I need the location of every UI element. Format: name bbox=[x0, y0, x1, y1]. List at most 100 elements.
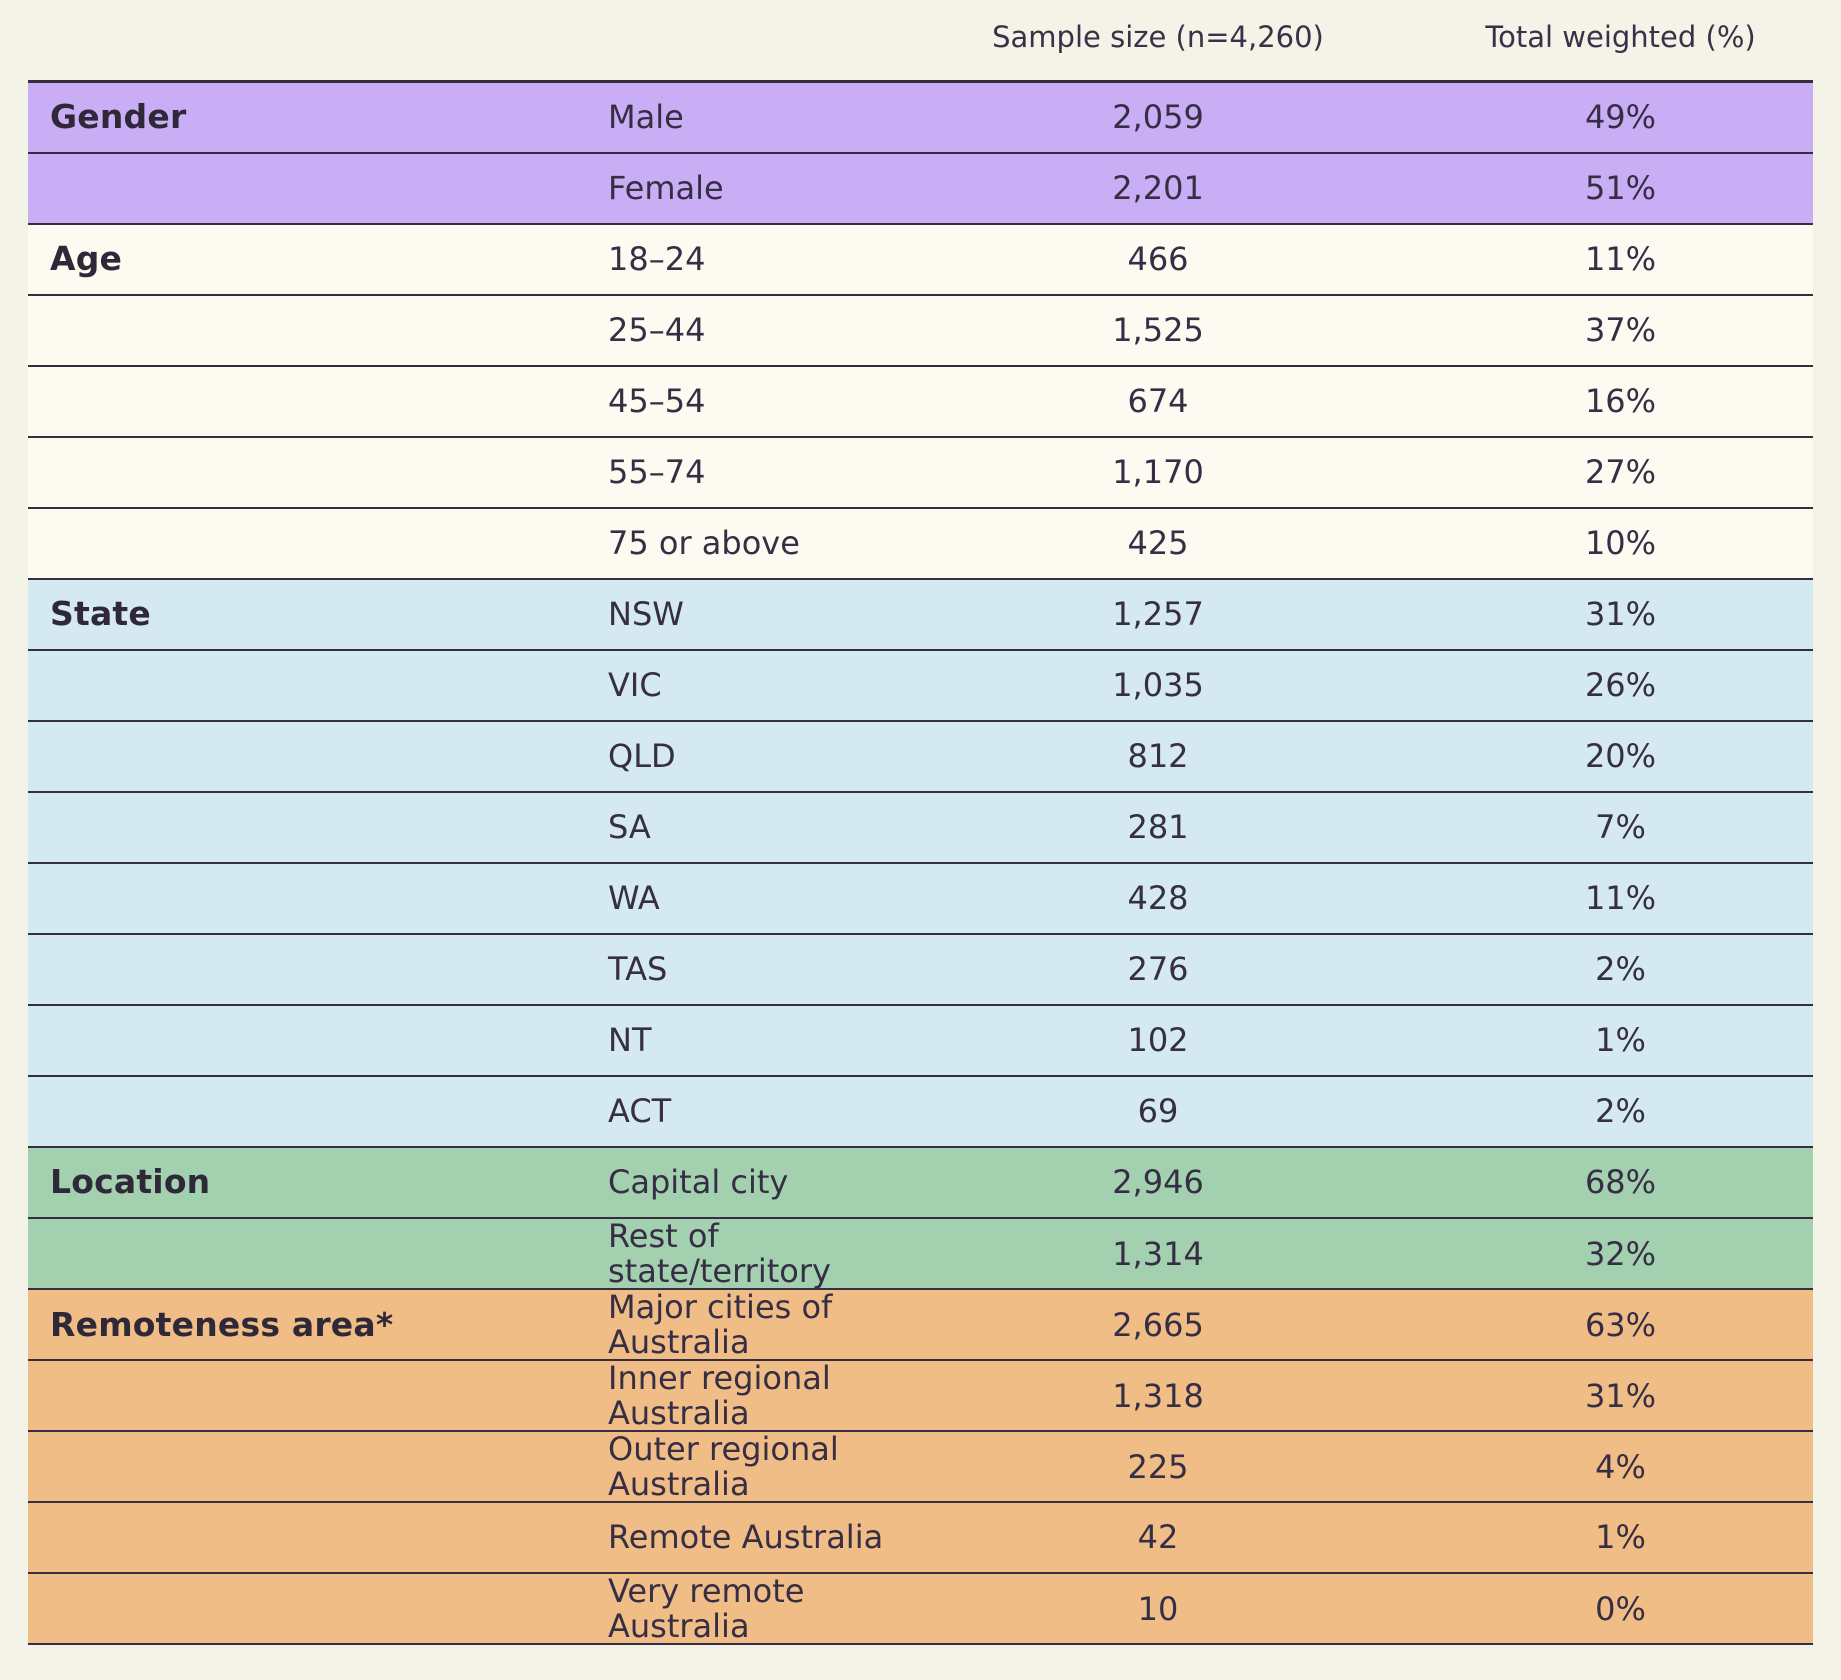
table-row: 75 or above 425 10% bbox=[28, 509, 1813, 580]
weighted-percent-cell: 31% bbox=[1584, 594, 1657, 633]
weighted-percent-cell: 37% bbox=[1584, 310, 1657, 349]
label-cell: WA bbox=[608, 878, 660, 917]
table-row: Outer regional Australia 225 4% bbox=[28, 1430, 1813, 1504]
weighted-percent-cell: 2% bbox=[1595, 949, 1646, 988]
header-total-weighted: Total weighted (%) bbox=[1485, 20, 1756, 54]
table-row: ACT 69 2% bbox=[28, 1077, 1813, 1148]
weighted-percent-cell: 63% bbox=[1584, 1305, 1657, 1344]
label-cell: VIC bbox=[608, 665, 662, 704]
sample-size-cell: 2,665 bbox=[1112, 1305, 1204, 1344]
label-cell: Female bbox=[608, 168, 724, 207]
sample-size-cell: 1,318 bbox=[1112, 1376, 1204, 1415]
sample-size-cell: 1,170 bbox=[1112, 452, 1204, 491]
label-cell: 55–74 bbox=[608, 452, 706, 491]
label-cell: TAS bbox=[608, 949, 668, 988]
weighted-percent-cell: 0% bbox=[1595, 1589, 1646, 1628]
label-cell: 45–54 bbox=[608, 381, 706, 420]
label-cell: NT bbox=[608, 1020, 652, 1059]
sample-size-cell: 2,201 bbox=[1112, 168, 1204, 207]
category-cell: State bbox=[50, 594, 151, 634]
label-cell: SA bbox=[608, 807, 651, 846]
sample-size-cell: 276 bbox=[1127, 949, 1189, 988]
table-row: 45–54 674 16% bbox=[28, 367, 1813, 438]
weighted-percent-cell: 27% bbox=[1584, 452, 1657, 491]
table-row: Location Capital city 2,946 68% bbox=[28, 1148, 1813, 1219]
header-spacer-label bbox=[590, 37, 888, 43]
sample-size-cell: 1,257 bbox=[1112, 594, 1204, 633]
header-spacer-category bbox=[28, 37, 590, 43]
category-cell: Age bbox=[50, 239, 123, 279]
table-row: TAS 276 2% bbox=[28, 935, 1813, 1006]
sample-size-cell: 1,525 bbox=[1112, 310, 1204, 349]
table-row: Remote Australia 42 1% bbox=[28, 1503, 1813, 1574]
table-row: Rest of state/territory 1,314 32% bbox=[28, 1217, 1813, 1291]
weighted-percent-cell: 1% bbox=[1595, 1020, 1646, 1059]
sample-size-cell: 425 bbox=[1127, 523, 1189, 562]
sample-size-cell: 10 bbox=[1137, 1589, 1179, 1628]
table-row: NT 102 1% bbox=[28, 1006, 1813, 1077]
weighted-percent-cell: 11% bbox=[1584, 239, 1657, 278]
table-row: VIC 1,035 26% bbox=[28, 651, 1813, 722]
weighted-percent-cell: 1% bbox=[1595, 1517, 1646, 1556]
weighted-percent-cell: 26% bbox=[1584, 665, 1657, 704]
table-row: State NSW 1,257 31% bbox=[28, 580, 1813, 651]
weighted-percent-cell: 16% bbox=[1584, 381, 1657, 420]
label-cell: Inner regional Australia bbox=[608, 1359, 831, 1433]
demographics-table: Gender Male 2,059 49% Female 2,201 51% Age 18–24… bbox=[28, 80, 1813, 1645]
label-cell: NSW bbox=[608, 594, 684, 633]
table-header-row: Sample size (n=4,260) Total weighted (%) bbox=[28, 0, 1813, 80]
sample-size-cell: 466 bbox=[1127, 239, 1189, 278]
header-sample-size: Sample size (n=4,260) bbox=[992, 20, 1324, 54]
weighted-percent-cell: 31% bbox=[1584, 1376, 1657, 1415]
sample-size-cell: 674 bbox=[1127, 381, 1189, 420]
label-cell: Capital city bbox=[608, 1162, 789, 1201]
weighted-percent-cell: 68% bbox=[1584, 1162, 1657, 1201]
weighted-percent-cell: 20% bbox=[1584, 736, 1657, 775]
weighted-percent-cell: 4% bbox=[1595, 1447, 1646, 1486]
sample-size-cell: 1,035 bbox=[1112, 665, 1204, 704]
label-cell: 75 or above bbox=[608, 523, 800, 562]
sample-size-cell: 2,059 bbox=[1112, 97, 1204, 136]
table-row: Remoteness area* Major cities of Australi… bbox=[28, 1288, 1813, 1362]
table-row: SA 281 7% bbox=[28, 793, 1813, 864]
sample-size-cell: 225 bbox=[1127, 1447, 1189, 1486]
sample-size-cell: 428 bbox=[1127, 878, 1189, 917]
table-row: QLD 812 20% bbox=[28, 722, 1813, 793]
category-cell: Gender bbox=[50, 97, 187, 137]
weighted-percent-cell: 11% bbox=[1584, 878, 1657, 917]
label-cell: ACT bbox=[608, 1091, 672, 1130]
table-row: WA 428 11% bbox=[28, 864, 1813, 935]
label-cell: Rest of state/territory bbox=[608, 1217, 831, 1291]
label-cell: 18–24 bbox=[608, 239, 706, 278]
label-cell: 25–44 bbox=[608, 310, 706, 349]
weighted-percent-cell: 7% bbox=[1595, 807, 1646, 846]
sample-size-cell: 102 bbox=[1127, 1020, 1189, 1059]
label-cell: Outer regional Australia bbox=[608, 1430, 839, 1504]
demographics-table-wrap: Sample size (n=4,260) Total weighted (%)… bbox=[28, 0, 1813, 1645]
label-cell: Very remote Australia bbox=[608, 1572, 805, 1646]
sample-size-cell: 1,314 bbox=[1112, 1234, 1204, 1273]
label-cell: Major cities of Australia bbox=[608, 1288, 833, 1362]
weighted-percent-cell: 2% bbox=[1595, 1091, 1646, 1130]
sample-size-cell: 281 bbox=[1127, 807, 1189, 846]
weighted-percent-cell: 51% bbox=[1584, 168, 1657, 207]
sample-size-cell: 42 bbox=[1137, 1517, 1179, 1556]
weighted-percent-cell: 49% bbox=[1584, 97, 1657, 136]
label-cell: Remote Australia bbox=[608, 1517, 884, 1556]
table-row: Inner regional Australia 1,318 31% bbox=[28, 1359, 1813, 1433]
sample-size-cell: 2,946 bbox=[1112, 1162, 1204, 1201]
label-cell: QLD bbox=[608, 736, 676, 775]
table-row: Age 18–24 466 11% bbox=[28, 225, 1813, 296]
table-row: 55–74 1,170 27% bbox=[28, 438, 1813, 509]
weighted-percent-cell: 32% bbox=[1584, 1234, 1657, 1273]
table-row: Female 2,201 51% bbox=[28, 154, 1813, 225]
sample-size-cell: 69 bbox=[1137, 1091, 1179, 1130]
label-cell: Male bbox=[608, 97, 684, 136]
category-cell: Location bbox=[50, 1162, 211, 1202]
table-row: Very remote Australia 10 0% bbox=[28, 1572, 1813, 1646]
category-cell: Remoteness area* bbox=[50, 1305, 394, 1345]
table-row: Gender Male 2,059 49% bbox=[28, 83, 1813, 154]
sample-size-cell: 812 bbox=[1127, 736, 1189, 775]
weighted-percent-cell: 10% bbox=[1584, 523, 1657, 562]
